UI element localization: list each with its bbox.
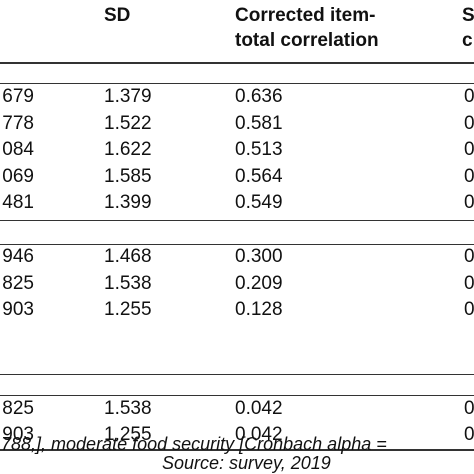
table-row: 946 1.468 0.300 0 xyxy=(0,246,474,271)
sd-cell: 1.538 xyxy=(104,398,152,419)
mean-cell: 825 xyxy=(2,273,34,294)
header-sd: SD xyxy=(104,5,131,26)
group2-rule-top xyxy=(0,220,474,221)
truncated-cell: 0 xyxy=(464,192,474,213)
sd-cell: 1.379 xyxy=(104,86,152,107)
table-row: 679 1.379 0.636 0 xyxy=(0,86,474,111)
table-row: 778 1.522 0.581 0 xyxy=(0,113,474,138)
table-bottom-rule xyxy=(0,449,474,451)
sd-cell: 1.255 xyxy=(104,299,152,320)
table-row: 825 1.538 0.042 0 xyxy=(0,398,474,423)
table-source: Source: survey, 2019 xyxy=(162,453,331,473)
sd-cell: 1.522 xyxy=(104,113,152,134)
header-next-line2: c xyxy=(462,30,473,51)
table-row: 903 1.255 0.128 0 xyxy=(0,299,474,324)
mean-cell: 903 xyxy=(2,299,34,320)
header-corrected-line1: Corrected item- xyxy=(235,5,376,26)
truncated-cell: 0 xyxy=(464,166,474,187)
mean-cell: 903 xyxy=(2,424,34,445)
truncated-cell: 0 xyxy=(464,299,474,320)
truncated-cell: 0 xyxy=(464,273,474,294)
table-row: 084 1.622 0.513 0 xyxy=(0,139,474,164)
table-row: 069 1.585 0.564 0 xyxy=(0,166,474,191)
sd-cell: 1.538 xyxy=(104,273,152,294)
header-rule xyxy=(0,62,474,64)
correlation-cell: 0.636 xyxy=(235,86,283,107)
header-next-line1: S xyxy=(462,5,474,26)
truncated-cell: 0 xyxy=(464,246,474,267)
mean-cell: 778 xyxy=(2,113,34,134)
mean-cell: 679 xyxy=(2,86,34,107)
correlation-cell: 0.128 xyxy=(235,299,283,320)
sd-cell: 1.399 xyxy=(104,192,152,213)
truncated-cell: 0 xyxy=(464,424,474,445)
correlation-cell: 0.042 xyxy=(235,398,283,419)
correlation-cell: 0.564 xyxy=(235,166,283,187)
correlation-cell: 0.581 xyxy=(235,113,283,134)
group1-rule xyxy=(0,83,474,84)
table-row: 825 1.538 0.209 0 xyxy=(0,273,474,298)
correlation-cell: 0.549 xyxy=(235,192,283,213)
group3-rule xyxy=(0,395,474,396)
mean-cell: 084 xyxy=(2,139,34,160)
truncated-cell: 0 xyxy=(464,139,474,160)
truncated-cell: 0 xyxy=(464,398,474,419)
mean-cell: 481 xyxy=(2,192,34,213)
mean-cell: 825 xyxy=(2,398,34,419)
table-row: 481 1.399 0.549 0 xyxy=(0,192,474,217)
header-corrected-line2: total correlation xyxy=(235,30,379,51)
group2-rule xyxy=(0,244,474,245)
group3-rule-top xyxy=(0,374,474,375)
truncated-cell: 0 xyxy=(464,113,474,134)
sd-cell: 1.622 xyxy=(104,139,152,160)
correlation-cell: 0.209 xyxy=(235,273,283,294)
mean-cell: 069 xyxy=(2,166,34,187)
truncated-cell: 0 xyxy=(464,86,474,107)
correlation-cell: 0.042 xyxy=(235,424,283,445)
sd-cell: 1.585 xyxy=(104,166,152,187)
table-note: .788,], moderate food security [Cronbach… xyxy=(0,434,387,454)
sd-cell: 1.255 xyxy=(104,424,152,445)
table-row: 903 1.255 0.042 0 xyxy=(0,424,474,449)
correlation-cell: 0.300 xyxy=(235,246,283,267)
correlation-cell: 0.513 xyxy=(235,139,283,160)
sd-cell: 1.468 xyxy=(104,246,152,267)
mean-cell: 946 xyxy=(2,246,34,267)
